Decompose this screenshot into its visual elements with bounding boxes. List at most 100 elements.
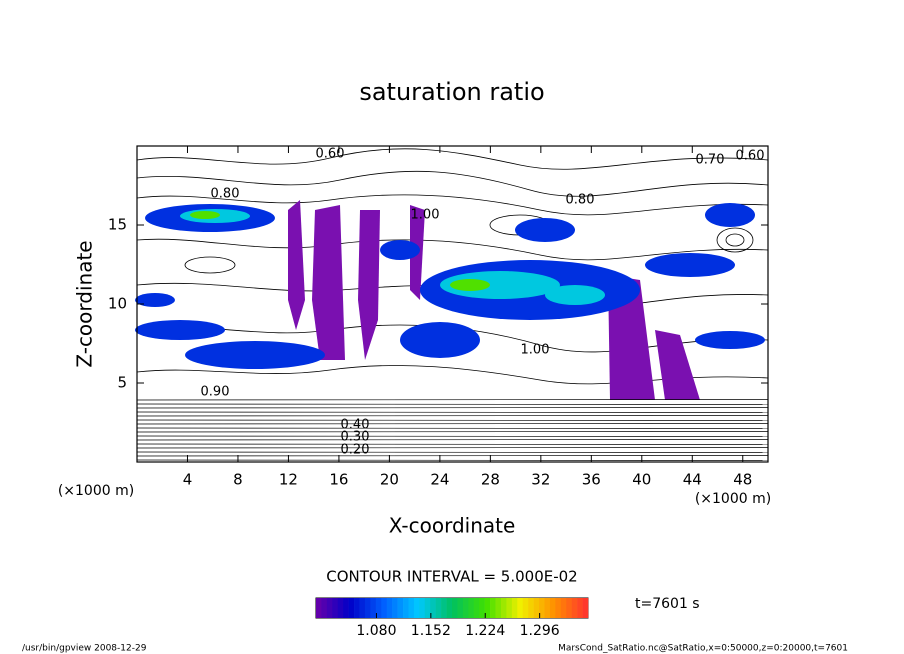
contour-label: 1.00 xyxy=(521,343,550,358)
colorbar-cell xyxy=(348,598,355,618)
contour-label: 0.70 xyxy=(696,153,725,168)
x-tick-label: 24 xyxy=(430,471,449,489)
colorbar-cell xyxy=(479,598,485,618)
colorbar-cell xyxy=(495,598,502,618)
colorbar-cell xyxy=(419,598,426,618)
contour-line xyxy=(136,403,769,405)
y-tick-label: 15 xyxy=(108,216,127,234)
colorbar-cell xyxy=(332,598,339,618)
footer-left: /usr/bin/gpview 2008-12-29 xyxy=(22,644,147,654)
colorbar-cell xyxy=(500,598,507,618)
contour-interval: CONTOUR INTERVAL = 5.000E-02 xyxy=(326,568,577,586)
y-tick-label: 5 xyxy=(117,374,127,392)
colorbar-cell xyxy=(321,598,328,618)
colorbar-cell xyxy=(517,598,524,618)
y-tick-label: 10 xyxy=(108,295,127,313)
colorbar-cell xyxy=(457,598,464,618)
colorbar-cell xyxy=(408,598,415,618)
contour-line xyxy=(136,443,769,445)
y-axis-label: Z-coordinate xyxy=(73,240,97,367)
colorbar-cell xyxy=(403,598,409,618)
contour-line xyxy=(136,451,769,453)
contour-label: 0.80 xyxy=(211,187,240,202)
contour-line xyxy=(136,435,769,437)
colorbar-cell xyxy=(375,598,382,618)
contour-line xyxy=(136,423,769,425)
contour-line xyxy=(136,427,769,429)
contour-line xyxy=(136,459,769,461)
colorbar-tick-label: 1.080 xyxy=(356,623,396,639)
colorbar-cell xyxy=(424,598,431,618)
contour-label: 0.20 xyxy=(341,443,370,458)
colorbar-tick-label: 1.224 xyxy=(465,623,505,639)
colorbar-cell xyxy=(354,598,360,618)
colorbar-cell xyxy=(528,598,534,618)
contour-line xyxy=(136,415,769,417)
x-tick-label: 36 xyxy=(582,471,601,489)
colorbar-cell xyxy=(490,598,496,618)
x-unit-label: (×1000 m) xyxy=(695,491,771,507)
colorbar-cell xyxy=(522,598,529,618)
colorbar-cell xyxy=(462,598,469,618)
contour-label: 1.00 xyxy=(411,208,440,223)
colorbar-cell xyxy=(577,598,583,618)
colorbar-cell xyxy=(337,598,344,618)
x-tick-label: 8 xyxy=(233,471,243,489)
colorbar-cell xyxy=(566,598,572,618)
contour-label: 0.30 xyxy=(341,430,370,445)
colorbar-cell xyxy=(392,598,398,618)
colorbar-cell xyxy=(555,598,562,618)
contour-line xyxy=(136,431,769,433)
contour-label: 0.80 xyxy=(566,193,595,208)
colorbar-cell xyxy=(539,598,545,618)
colorbar-tick-label: 1.296 xyxy=(520,623,560,639)
chart-title: saturation ratio xyxy=(359,78,544,106)
contour-line xyxy=(136,407,769,409)
colorbar-cell xyxy=(316,598,322,618)
contour-line xyxy=(136,439,769,441)
colorbar-cell xyxy=(511,598,518,618)
contour-line xyxy=(136,455,769,457)
colorbar-tick-label: 1.152 xyxy=(411,623,451,639)
colorbar-cell xyxy=(441,598,447,618)
colorbar-cell xyxy=(452,598,458,618)
footer-right: MarsCond_SatRatio.nc@SatRatio,x=0:50000,… xyxy=(558,644,848,654)
x-tick-label: 40 xyxy=(632,471,651,489)
contour-label: 0.90 xyxy=(201,385,230,400)
contour-line xyxy=(136,419,769,421)
contour-line xyxy=(136,447,769,449)
x-tick-label: 16 xyxy=(329,471,348,489)
colorbar-cell xyxy=(359,598,366,618)
colorbar-cell xyxy=(582,598,589,618)
colorbar-cell xyxy=(430,598,436,618)
contour-label: 0.40 xyxy=(341,418,370,433)
colorbar-cell xyxy=(473,598,480,618)
colorbar-cell xyxy=(446,598,453,618)
colorbar-cell xyxy=(468,598,475,618)
x-tick-label: 4 xyxy=(183,471,193,489)
colorbar-cell xyxy=(549,598,556,618)
contour-line xyxy=(136,399,769,401)
x-tick-label: 12 xyxy=(279,471,298,489)
x-tick-label: 48 xyxy=(733,471,752,489)
colorbar-cell xyxy=(484,598,491,618)
colorbar-cell xyxy=(364,598,371,618)
contour-line xyxy=(136,411,769,413)
colorbar-cell xyxy=(326,598,333,618)
x-tick-label: 28 xyxy=(481,471,500,489)
colorbar-cell xyxy=(533,598,540,618)
colorbar-cell xyxy=(370,598,377,618)
colorbar-cell xyxy=(343,598,349,618)
y-unit-label: (×1000 m) xyxy=(58,483,134,499)
x-tick-label: 44 xyxy=(683,471,702,489)
contour-field xyxy=(135,148,769,461)
x-tick-label: 32 xyxy=(531,471,550,489)
colorbar-cell xyxy=(435,598,442,618)
colorbar-cell xyxy=(544,598,551,618)
colorbar-cell xyxy=(381,598,388,618)
colorbar-cell xyxy=(506,598,513,618)
colorbar-cell xyxy=(397,598,404,618)
time-label: t=7601 s xyxy=(635,596,700,612)
colorbar-cell xyxy=(560,598,567,618)
